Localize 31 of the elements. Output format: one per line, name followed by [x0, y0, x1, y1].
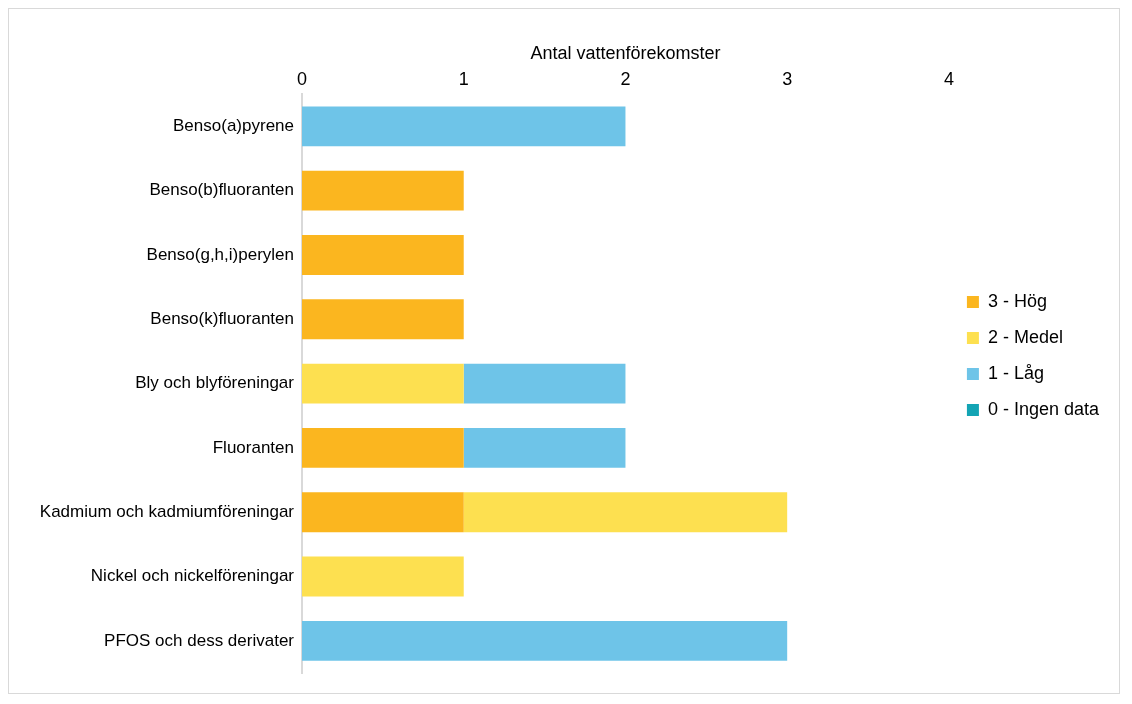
x-tick-label: 4 — [943, 69, 954, 90]
legend-label: 3 - Hög — [987, 290, 1047, 311]
bar — [302, 620, 788, 661]
x-tick-label: 1 — [458, 69, 469, 90]
y-tick-label: Fluoranten — [212, 437, 294, 457]
bar — [302, 299, 464, 340]
y-tick-label: Benso(k)fluoranten — [150, 308, 294, 328]
legend-label: 1 - Låg — [987, 362, 1044, 383]
bar — [302, 492, 464, 533]
bar — [463, 427, 626, 468]
y-tick-label: Benso(b)fluoranten — [149, 180, 294, 200]
y-tick-label: PFOS och dess derivater — [104, 630, 295, 650]
bar — [463, 363, 626, 404]
bar — [302, 363, 464, 404]
bar — [302, 106, 626, 147]
legend-label: 0 - Ingen data — [987, 398, 1100, 419]
x-tick-label: 0 — [296, 69, 308, 90]
y-tick-label: Nickel och nickelföreningar — [90, 566, 295, 586]
bar — [463, 492, 788, 533]
bar — [302, 235, 464, 275]
y-tick-label: Bly och blyföreningar — [135, 373, 295, 393]
legend-label: 2 - Medel — [987, 326, 1063, 347]
bar — [302, 556, 464, 597]
x-axis-title: Antal vattenförekomster — [530, 42, 721, 63]
bar — [302, 427, 464, 468]
y-tick-label: Benso(a)pyrene — [173, 116, 294, 136]
x-tick-label: 2 — [620, 69, 631, 90]
bar — [302, 170, 464, 211]
x-tick-label: 3 — [782, 69, 793, 90]
y-tick-label: Benso(g,h,i)perylen — [146, 244, 294, 264]
y-tick-label: Kadmium och kadmiumföreningar — [39, 501, 295, 521]
